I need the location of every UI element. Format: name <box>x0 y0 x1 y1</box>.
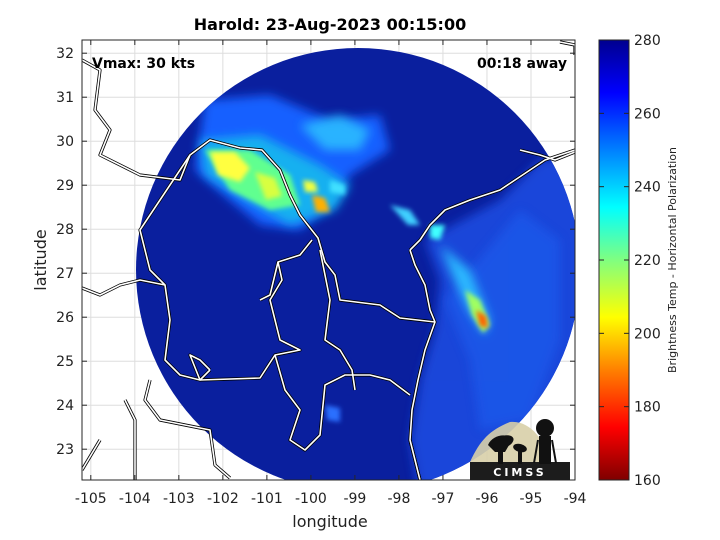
x-tick-labels: -105 -104 -103 -102 -101 -100 -99 -98 -97 -96 -95 -… <box>75 491 587 507</box>
y-tick-label: 28 <box>56 222 74 238</box>
y-tick-label: 26 <box>56 310 74 326</box>
colorbar-label: Brightness Temp - Horizontal Polarizatio… <box>666 147 679 373</box>
time-away-label: 00:18 away <box>477 56 567 72</box>
x-tick-label: -105 <box>75 491 107 507</box>
logo-text: CIMSS <box>493 466 546 479</box>
y-tick-label: 23 <box>56 442 74 458</box>
colorbar: 160 180 200 220 240 260 280 Brightness Temp - … <box>598 33 679 489</box>
x-tick-label: -104 <box>119 491 151 507</box>
y-tick-label: 31 <box>56 90 74 106</box>
colorbar-tick-label: 260 <box>634 106 661 122</box>
x-tick-label: -103 <box>163 491 195 507</box>
vmax-label: Vmax: 30 kts <box>92 56 195 72</box>
y-tick-label: 24 <box>56 398 74 414</box>
colorbar-tick-label: 240 <box>634 180 661 196</box>
colorbar-tick-label: 200 <box>634 326 661 342</box>
plot-area <box>81 39 576 481</box>
colorbar-tick-label: 180 <box>634 400 661 416</box>
y-tick-label: 32 <box>56 46 74 62</box>
y-axis-label: latitude <box>31 229 50 290</box>
y-tick-label: 29 <box>56 178 74 194</box>
plot-frame <box>81 39 576 481</box>
y-tick-label: 25 <box>56 354 74 370</box>
x-tick-label: -97 <box>432 491 455 507</box>
x-tick-label: -98 <box>387 491 410 507</box>
colorbar-tick-label: 280 <box>634 33 661 49</box>
x-tick-label: -94 <box>564 491 587 507</box>
boundary-lines <box>82 40 575 480</box>
x-tick-label: -102 <box>207 491 239 507</box>
x-tick-label: -96 <box>476 491 499 507</box>
y-tick-labels: 23 24 25 26 27 28 29 30 31 32 <box>56 46 74 458</box>
x-tick-label: -101 <box>251 491 283 507</box>
x-tick-label: -95 <box>520 491 543 507</box>
cimss-logo: CIMSS <box>470 419 570 480</box>
colorbar-tick-label: 160 <box>634 473 661 489</box>
y-tick-label: 30 <box>56 134 74 150</box>
map-title: Harold: 23-Aug-2023 00:15:00 <box>194 15 466 34</box>
colorbar-tick-label: 220 <box>634 253 661 269</box>
x-tick-label: -100 <box>295 491 327 507</box>
x-tick-label: -99 <box>343 491 366 507</box>
y-tick-label: 27 <box>56 266 74 282</box>
x-axis-label: longitude <box>292 512 367 531</box>
